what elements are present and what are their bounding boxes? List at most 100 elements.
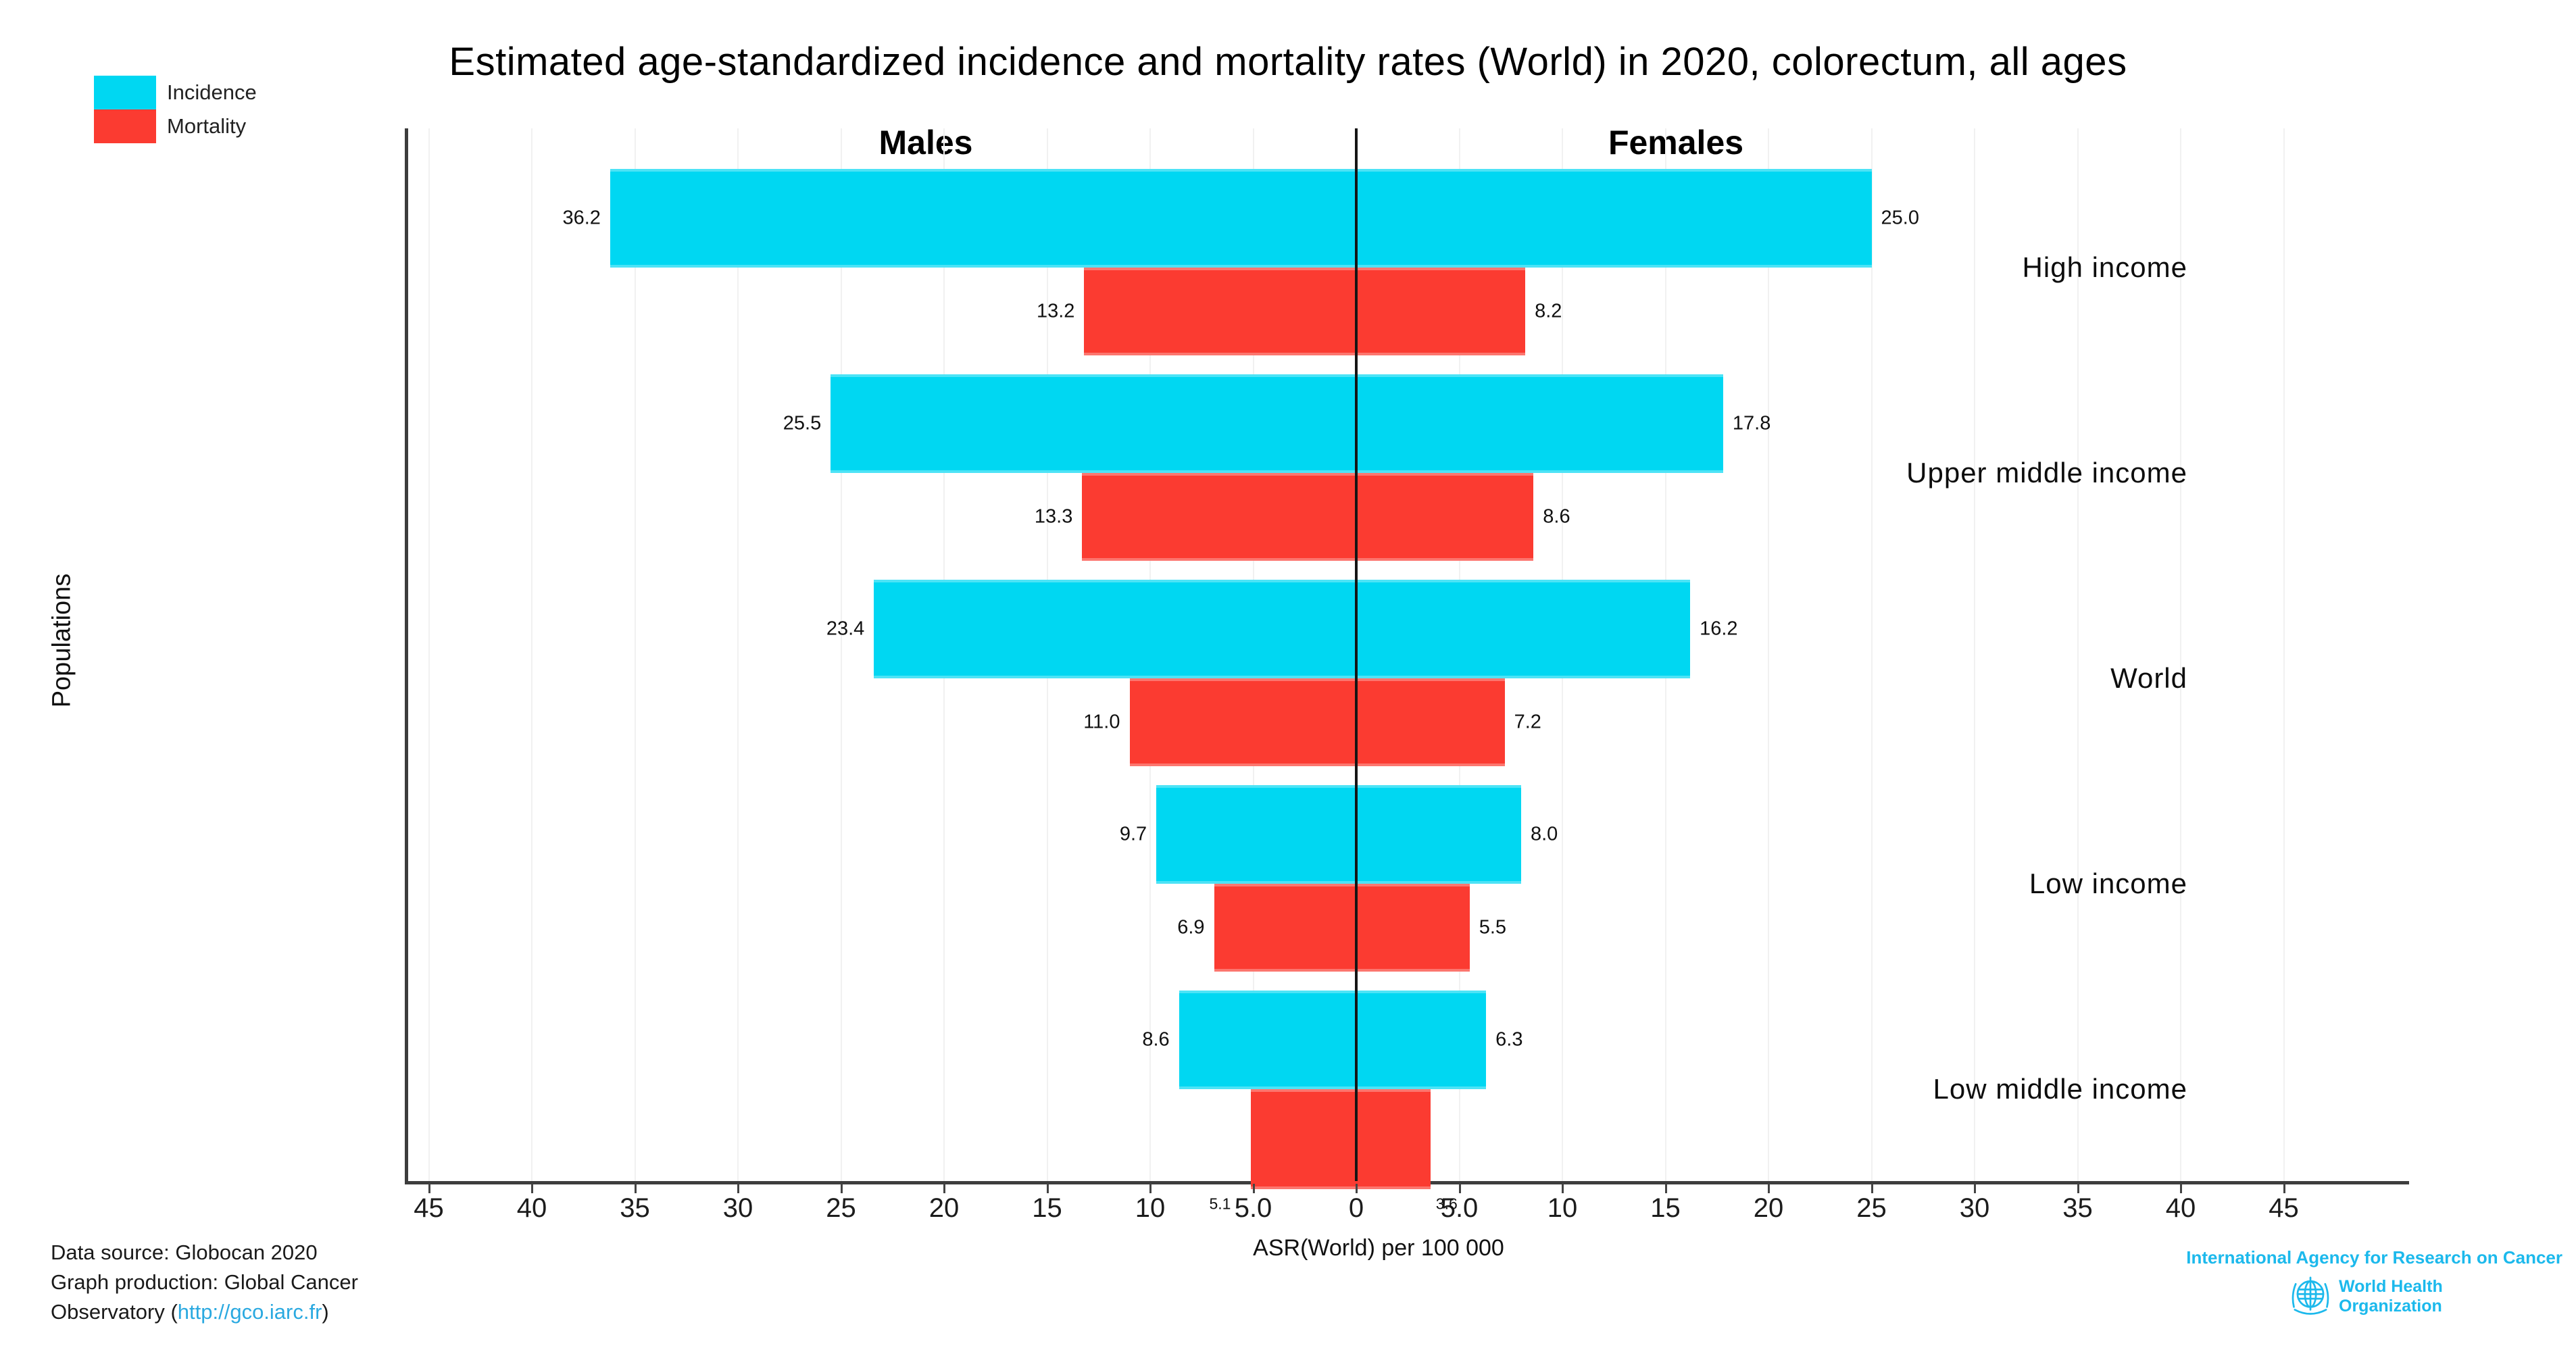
y-axis-line (405, 128, 408, 1184)
value-label-incidence-female-upper-middle-income: 17.8 (1732, 412, 1771, 434)
value-label-incidence-male-high-income: 36.2 (562, 207, 601, 229)
bar-mortality-male-upper-middle-income (1082, 473, 1356, 561)
x-tick-label: 0 (1348, 1193, 1364, 1223)
mortality-swatch-icon (94, 109, 156, 143)
bar-mortality-female-upper-middle-income (1356, 473, 1534, 561)
x-tick-mark (1562, 1184, 1564, 1193)
value-label-incidence-male-low-income: 9.7 (1119, 823, 1147, 845)
bar-mortality-female-high-income (1356, 268, 1526, 355)
x-tick-label: 45 (2269, 1193, 2299, 1223)
x-tick-mark (1252, 1184, 1255, 1193)
who-emblem-icon (2292, 1276, 2329, 1315)
value-label-mortality-female-low-income: 5.5 (1479, 916, 1507, 938)
value-label-mortality-female-upper-middle-income: 8.6 (1543, 505, 1570, 528)
category-label-high-income: High income (2022, 251, 2187, 283)
bar-incidence-female-high-income (1356, 169, 1872, 268)
value-label-mortality-female-low-middle-income: 3.6 (1435, 1195, 1458, 1213)
y-axis-title: Populations (47, 573, 76, 708)
bar-mortality-male-low-income (1214, 884, 1356, 972)
x-tick-mark (737, 1184, 739, 1193)
x-tick-label: 35 (2062, 1193, 2093, 1223)
x-tick-label: 25 (1856, 1193, 1887, 1223)
x-tick-mark (531, 1184, 533, 1193)
gridline (2180, 128, 2181, 1181)
value-label-incidence-female-low-middle-income: 6.3 (1495, 1028, 1523, 1051)
footer-line-3: Observatory (http://gco.iarc.fr) (51, 1297, 358, 1327)
bar-mortality-male-low-middle-income (1251, 1089, 1356, 1189)
x-tick-label: 45 (414, 1193, 444, 1223)
x-tick-label: 20 (1753, 1193, 1784, 1223)
iarc-wordmark: International Agency for Research on Can… (2186, 1247, 2562, 1268)
x-tick-mark (1664, 1184, 1667, 1193)
males-header: Males (878, 124, 973, 161)
who-wordmark: World Health Organization (2339, 1277, 2443, 1316)
x-tick-label: 30 (722, 1193, 753, 1223)
bar-incidence-male-high-income (610, 169, 1356, 268)
x-tick-mark (2077, 1184, 2079, 1193)
x-tick-mark (840, 1184, 843, 1193)
bar-incidence-female-world (1356, 580, 1691, 678)
zero-line (1355, 128, 1358, 1181)
x-tick-mark (1149, 1184, 1151, 1193)
bar-incidence-male-world (874, 580, 1356, 678)
footer-line-3-prefix: Observatory ( (51, 1300, 178, 1324)
legend-label-incidence: Incidence (167, 80, 257, 104)
bar-mortality-female-low-middle-income (1356, 1089, 1431, 1189)
bar-mortality-female-low-income (1356, 884, 1470, 972)
x-tick-mark (428, 1184, 430, 1193)
value-label-incidence-male-low-middle-income: 8.6 (1142, 1028, 1170, 1051)
gridline (840, 128, 842, 1181)
x-tick-label: 35 (620, 1193, 650, 1223)
x-tick-label: 40 (516, 1193, 547, 1223)
x-tick-label: 10 (1547, 1193, 1578, 1223)
gridline (634, 128, 636, 1181)
x-tick-mark (1974, 1184, 1976, 1193)
x-tick-mark (943, 1184, 945, 1193)
x-tick-mark (1356, 1184, 1358, 1193)
bar-mortality-male-high-income (1084, 268, 1356, 355)
gridline (2283, 128, 2285, 1181)
value-label-mortality-male-low-middle-income: 5.1 (1209, 1195, 1231, 1213)
bar-incidence-male-low-middle-income (1179, 991, 1356, 1089)
x-tick-label: 25 (826, 1193, 856, 1223)
gridline (1768, 128, 1769, 1181)
value-label-incidence-female-high-income: 25.0 (1881, 207, 1919, 229)
value-label-incidence-male-world: 23.4 (826, 618, 865, 640)
gridline (737, 128, 739, 1181)
gridline (428, 128, 430, 1181)
footer-line-2: Graph production: Global Cancer (51, 1270, 358, 1294)
category-label-upper-middle-income: Upper middle income (1906, 457, 2187, 489)
category-label-low-income: Low income (2029, 868, 2187, 899)
category-label-world: World (2110, 662, 2187, 694)
who-wordmark-line1: World Health (2339, 1277, 2443, 1296)
x-tick-mark (1046, 1184, 1049, 1193)
footer-line-3-suffix: ) (322, 1300, 329, 1324)
x-tick-mark (634, 1184, 637, 1193)
x-tick-mark (2283, 1184, 2285, 1193)
x-tick-label: 5.0 (1440, 1193, 1479, 1223)
value-label-mortality-male-world: 11.0 (1083, 711, 1120, 733)
incidence-swatch-icon (94, 76, 156, 109)
value-label-incidence-female-world: 16.2 (1700, 618, 1738, 640)
chart-title: Estimated age-standardized incidence and… (449, 40, 2127, 84)
legend-label-mortality: Mortality (167, 114, 247, 138)
who-wordmark-line2: Organization (2339, 1297, 2442, 1316)
value-label-incidence-male-upper-middle-income: 25.5 (783, 412, 822, 434)
x-tick-mark (2180, 1184, 2182, 1193)
category-label-low-middle-income: Low middle income (1933, 1073, 2187, 1105)
x-tick-label: 30 (1959, 1193, 1990, 1223)
x-tick-label: 20 (928, 1193, 960, 1223)
x-tick-label: 10 (1135, 1193, 1166, 1223)
x-tick-label: 15 (1650, 1193, 1681, 1223)
x-axis-title: ASR(World) per 100 000 (1253, 1235, 1504, 1261)
gco-link[interactable]: http://gco.iarc.fr (177, 1300, 322, 1324)
value-label-mortality-female-high-income: 8.2 (1535, 300, 1562, 322)
value-label-mortality-male-low-income: 6.9 (1177, 916, 1205, 938)
gridline (1871, 128, 1873, 1181)
bar-incidence-female-upper-middle-income (1356, 374, 1723, 473)
bar-incidence-female-low-middle-income (1356, 991, 1487, 1089)
x-tick-label: 15 (1032, 1193, 1062, 1223)
bar-incidence-male-low-income (1156, 785, 1356, 884)
gridline (1974, 128, 1975, 1181)
